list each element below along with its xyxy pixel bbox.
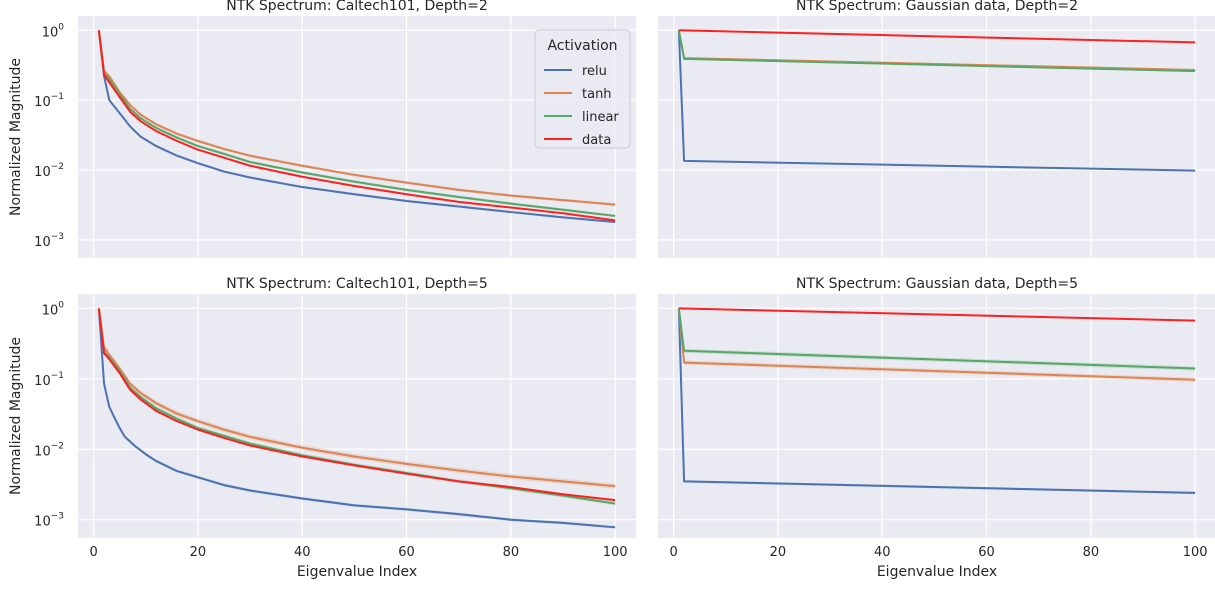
x-tick-label: 100 — [603, 545, 628, 560]
x-tick-label: 0 — [670, 545, 678, 560]
subplot-2: NTK Spectrum: Gaussian data, Depth=2 — [658, 0, 1215, 258]
line-data — [97, 308, 616, 502]
line-relu — [97, 30, 616, 224]
plot-area — [658, 16, 1215, 258]
plot-area — [658, 294, 1215, 538]
line-linear — [677, 308, 1196, 370]
x-tick-label: 60 — [398, 545, 415, 560]
y-tick-label: 10−1 — [34, 371, 64, 389]
line-relu — [97, 308, 616, 529]
x-tick-label: 20 — [770, 545, 787, 560]
legend: Activation relu tanh linear data — [534, 29, 631, 149]
series-group — [677, 29, 1196, 172]
subplot-title: NTK Spectrum: Caltech101, Depth=2 — [226, 0, 487, 14]
y-tick-label: 10−2 — [34, 441, 64, 459]
series-group — [97, 305, 616, 529]
subplot-title: NTK Spectrum: Gaussian data, Depth=5 — [796, 276, 1078, 292]
x-tick-label: 40 — [874, 545, 891, 560]
y-tick-label: 10−3 — [34, 232, 64, 250]
subplot-title: NTK Spectrum: Caltech101, Depth=5 — [226, 276, 487, 292]
y-tick-label: 100 — [42, 300, 65, 318]
series-group — [97, 28, 616, 224]
legend-label-tanh: tanh — [582, 87, 612, 102]
x-tick-label: 100 — [1183, 545, 1208, 560]
subplot-3: NTK Spectrum: Caltech101, Depth=5 0 20 40 60… — [8, 276, 636, 580]
x-axis-label: Eigenvalue Index — [877, 564, 997, 580]
legend-box — [534, 29, 631, 149]
x-tick-label: 80 — [503, 545, 520, 560]
legend-title: Activation — [547, 38, 617, 54]
x-tick-label: 40 — [294, 545, 311, 560]
line-data — [678, 29, 1196, 44]
y-tick-label: 100 — [42, 22, 65, 40]
line-relu — [677, 30, 1196, 172]
line-tanh — [97, 308, 616, 488]
line-data — [97, 30, 616, 222]
line-data — [678, 307, 1196, 322]
y-tick-label: 10−1 — [34, 92, 64, 110]
y-axis-label: Normalized Magnitude — [8, 58, 24, 216]
line-linear — [677, 30, 1196, 73]
legend-label-linear: linear — [582, 110, 619, 125]
subplot-4: NTK Spectrum: Gaussian data, Depth=5 0 20 4… — [658, 276, 1215, 580]
x-tick-label: 60 — [978, 545, 995, 560]
y-tick-label: 10−3 — [34, 512, 64, 530]
legend-label-data: data — [582, 133, 611, 148]
x-axis-label: Eigenvalue Index — [297, 564, 417, 580]
x-tick-label: 20 — [190, 545, 207, 560]
subplot-title: NTK Spectrum: Gaussian data, Depth=2 — [796, 0, 1078, 14]
line-linear — [97, 30, 616, 217]
series-group — [677, 306, 1196, 495]
subplot-1: NTK Spectrum: Caltech101, Depth=2 100 10−1… — [8, 0, 636, 258]
y-tick-label: 10−2 — [34, 162, 64, 180]
plot-area — [78, 294, 636, 538]
legend-label-relu: relu — [582, 64, 607, 79]
x-tick-label: 80 — [1083, 545, 1100, 560]
line-tanh — [97, 30, 616, 206]
x-tick-label: 0 — [90, 545, 98, 560]
y-axis-label: Normalized Magnitude — [8, 337, 24, 495]
line-relu — [677, 308, 1196, 494]
